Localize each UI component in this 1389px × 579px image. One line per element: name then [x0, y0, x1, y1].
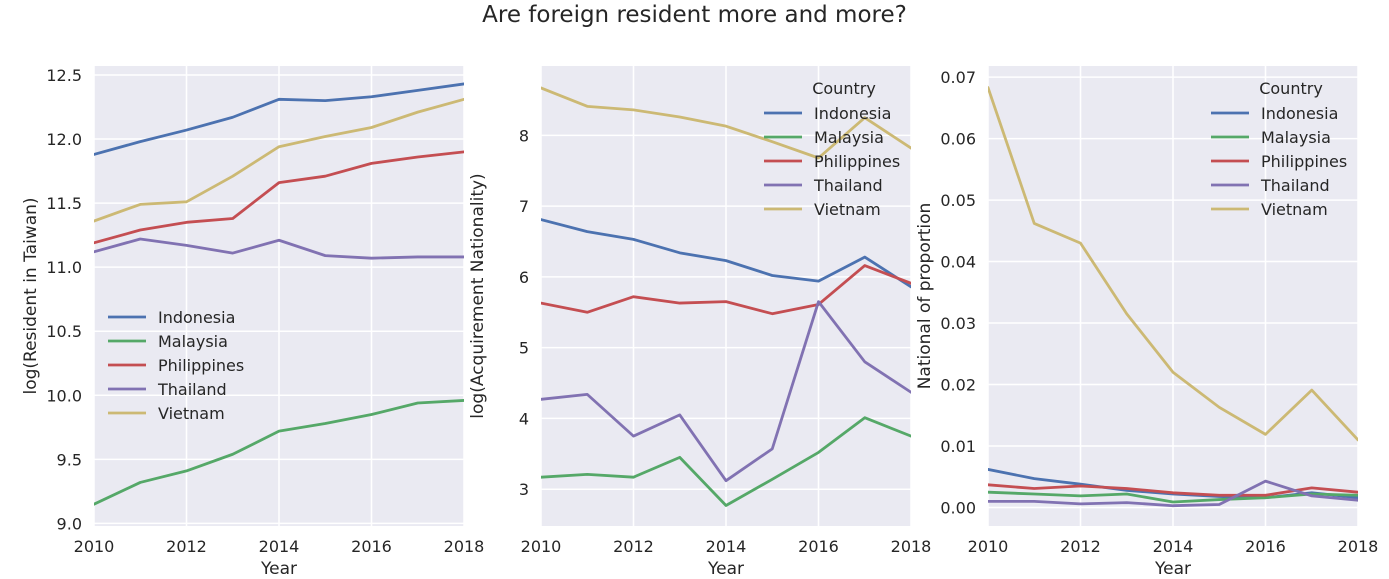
y-tick-label: 0.06: [940, 130, 976, 149]
figure-title: Are foreign resident more and more?: [482, 2, 907, 28]
y-tick-label: 0.02: [940, 376, 976, 395]
y-axis-label: log(Acquirement Nationality): [468, 173, 488, 418]
legend-label-vietnam: Vietnam: [1261, 200, 1328, 219]
series-line-malaysia: [541, 416, 911, 507]
legend-title: Country: [812, 79, 876, 98]
y-tick-label: 12.5: [46, 66, 82, 85]
y-tick-label: 0.01: [940, 437, 976, 456]
y-tick-label: 7: [519, 197, 529, 216]
x-tick-label: 2010: [521, 537, 562, 556]
series-line-malaysia: [94, 399, 464, 506]
legend-title: Country: [1259, 79, 1323, 98]
chart-1: 2010 2012 2014 2016 2018 9.0 9.5 10.0 10.5 11.0 11…: [21, 66, 484, 579]
series-lines: [541, 86, 911, 507]
legend-label-vietnam: Vietnam: [814, 200, 881, 219]
y-tick-label: 11.0: [46, 258, 82, 277]
y-tick-label: 0.04: [940, 253, 976, 272]
series-line-indonesia: [541, 218, 911, 289]
legend-label-malaysia: Malaysia: [1261, 128, 1331, 147]
x-tick-label: 2012: [1060, 537, 1101, 556]
x-tick-label: 2018: [1338, 537, 1379, 556]
legend-label-philippines: Philippines: [814, 152, 900, 171]
legend: Indonesia Malaysia Philippines Thailand Viet…: [108, 308, 244, 423]
series-line-malaysia: [988, 490, 1358, 504]
y-tick-label: 8: [519, 126, 529, 145]
series-line-thailand: [541, 300, 911, 483]
y-tick-label: 9.5: [57, 450, 82, 469]
y-axis-label: National of proportion: [915, 203, 935, 390]
legend-label-indonesia: Indonesia: [158, 308, 235, 327]
y-tick-label: 3: [519, 480, 529, 499]
legend-label-thailand: Thailand: [157, 380, 227, 399]
x-axis-label: Year: [1154, 559, 1191, 579]
series-lines: [988, 86, 1358, 508]
series-lines: [94, 82, 464, 506]
y-tick-label: 4: [519, 409, 529, 428]
legend-label-philippines: Philippines: [1261, 152, 1347, 171]
y-tick-label: 10.5: [46, 322, 82, 341]
y-tick-label: 9.0: [57, 514, 82, 533]
legend-label-thailand: Thailand: [813, 176, 883, 195]
legend: Country Indonesia Malaysia Philippines Thail…: [764, 79, 900, 219]
legend-label-thailand: Thailand: [1260, 176, 1330, 195]
x-tick-label: 2010: [74, 537, 115, 556]
legend-label-vietnam: Vietnam: [158, 404, 225, 423]
y-tick-label: 5: [519, 339, 529, 358]
series-line-indonesia: [94, 82, 464, 156]
y-tick-label: 0.05: [940, 191, 976, 210]
x-tick-label: 2012: [166, 537, 207, 556]
x-axis-label: Year: [707, 559, 744, 579]
chart-2: 2010 2012 2014 2016 2018 3 4 5 6 7 8 Year log(Acquir…: [468, 66, 931, 579]
y-axis-label: log(Resident in Taiwan): [21, 197, 41, 394]
x-tick-label: 2014: [259, 537, 300, 556]
y-tick-label: 12.0: [46, 130, 82, 149]
x-tick-label: 2014: [706, 537, 747, 556]
x-tick-label: 2016: [798, 537, 839, 556]
series-line-vietnam: [94, 97, 464, 223]
x-axis-label: Year: [260, 559, 297, 579]
legend-label-malaysia: Malaysia: [158, 332, 228, 351]
legend-label-indonesia: Indonesia: [814, 104, 891, 123]
series-line-philippines: [541, 264, 911, 316]
legend-label-indonesia: Indonesia: [1261, 104, 1338, 123]
x-tick-label: 2016: [1245, 537, 1286, 556]
y-tick-label: 0.00: [940, 499, 976, 518]
x-tick-label: 2014: [1153, 537, 1194, 556]
y-tick-label: 10.0: [46, 386, 82, 405]
y-tick-label: 11.5: [46, 194, 82, 213]
x-tick-label: 2018: [891, 537, 932, 556]
x-tick-label: 2012: [613, 537, 654, 556]
x-tick-label: 2010: [968, 537, 1009, 556]
series-line-vietnam: [541, 86, 911, 160]
series-line-thailand: [94, 237, 464, 260]
series-line-thailand: [988, 479, 1358, 508]
legend-label-malaysia: Malaysia: [814, 128, 884, 147]
series-line-vietnam: [988, 86, 1358, 442]
x-tick-label: 2016: [351, 537, 392, 556]
legend-label-philippines: Philippines: [158, 356, 244, 375]
y-tick-label: 6: [519, 268, 529, 287]
series-line-philippines: [94, 150, 464, 245]
y-tick-label: 0.07: [940, 68, 976, 87]
legend: Country Indonesia Malaysia Philippines Thail…: [1211, 79, 1347, 219]
x-tick-label: 2018: [444, 537, 485, 556]
chart-3: 2010 2012 2014 2016 2018 0.00 0.01 0.02 0.03 0.04…: [915, 66, 1378, 579]
y-tick-label: 0.03: [940, 314, 976, 333]
